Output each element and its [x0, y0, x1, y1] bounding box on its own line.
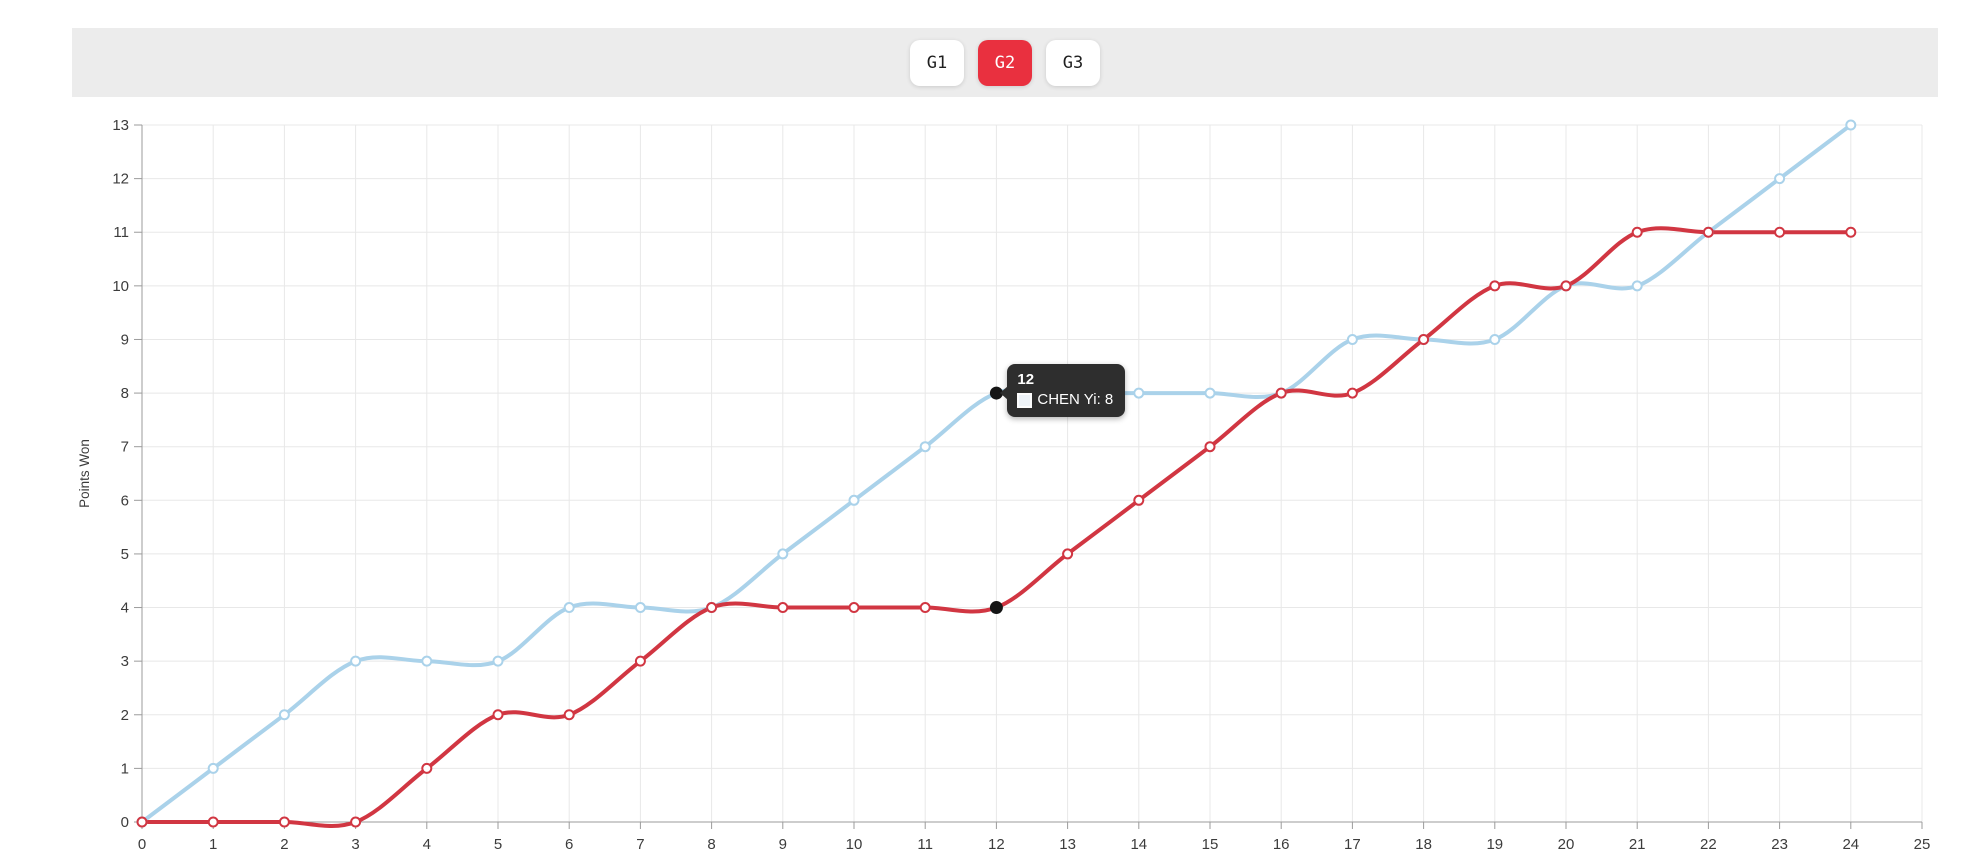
y-tick-label: 7	[121, 439, 129, 456]
x-tick-label: 10	[846, 836, 863, 853]
axes	[134, 124, 1923, 829]
x-tick-label: 9	[779, 836, 787, 853]
x-tick-label: 25	[1914, 836, 1931, 853]
x-tick-label: 7	[636, 836, 644, 853]
x-tick-label: 0	[138, 836, 146, 853]
x-tick-label: 2	[280, 836, 288, 853]
x-tick-label: 18	[1415, 836, 1432, 853]
x-tick-label: 19	[1486, 836, 1503, 853]
tooltip-row: CHEN Yi: 8	[1017, 391, 1113, 409]
x-tick-label: 22	[1700, 836, 1717, 853]
x-tick-label: 6	[565, 836, 573, 853]
chart-tooltip: 12 CHEN Yi: 8	[1000, 364, 1126, 418]
x-tick-label: 12	[988, 836, 1005, 853]
tick-labels: 0 1 2 3 4 5 6 7 8 9 10 11 12 13 14 15 16 17 18 19 20 21 22 23 24…	[112, 117, 1930, 853]
y-tick-label: 9	[121, 331, 129, 348]
x-tick-label: 5	[494, 836, 502, 853]
x-tick-label: 11	[917, 836, 933, 853]
highlight-dot	[989, 601, 1003, 615]
x-tick-label: 14	[1130, 836, 1147, 853]
tab-g1[interactable]: G1	[910, 39, 964, 86]
x-tick-label: 8	[707, 836, 715, 853]
x-tick-label: 4	[423, 836, 431, 853]
x-tick-label: 23	[1771, 836, 1788, 853]
x-tick-label: 24	[1842, 836, 1859, 853]
y-axis-title: Points Won	[77, 439, 92, 508]
x-tick-label: 1	[209, 836, 217, 853]
x-tick-label: 21	[1629, 836, 1646, 853]
y-tick-label: 10	[112, 278, 129, 295]
y-tick-label: 0	[121, 814, 129, 831]
y-tick-label: 4	[121, 600, 129, 617]
y-tick-label: 5	[121, 546, 129, 563]
y-tick-label: 13	[112, 117, 129, 134]
x-tick-label: 15	[1202, 836, 1219, 853]
game-tab-bar: G1 G2 G3	[72, 28, 1938, 97]
y-tick-label: 6	[121, 492, 129, 509]
y-tick-label: 8	[121, 385, 129, 402]
x-tick-label: 20	[1558, 836, 1575, 853]
y-tick-label: 12	[112, 171, 129, 188]
x-tick-label: 16	[1273, 836, 1290, 853]
y-tick-label: 2	[121, 707, 129, 724]
x-tick-label: 3	[351, 836, 359, 853]
y-tick-label: 1	[121, 760, 129, 777]
x-tick-label: 13	[1059, 836, 1076, 853]
tab-g3[interactable]: G3	[1046, 39, 1100, 86]
series-swatch-icon	[1017, 392, 1033, 408]
y-tick-label: 11	[113, 224, 129, 241]
tooltip-title: 12	[1017, 371, 1035, 389]
tab-g2[interactable]: G2	[978, 39, 1032, 86]
tooltip-entry: CHEN Yi: 8	[1037, 391, 1114, 409]
x-tick-label: 17	[1344, 836, 1361, 853]
y-tick-label: 3	[121, 653, 129, 670]
highlight-dot	[989, 386, 1003, 400]
